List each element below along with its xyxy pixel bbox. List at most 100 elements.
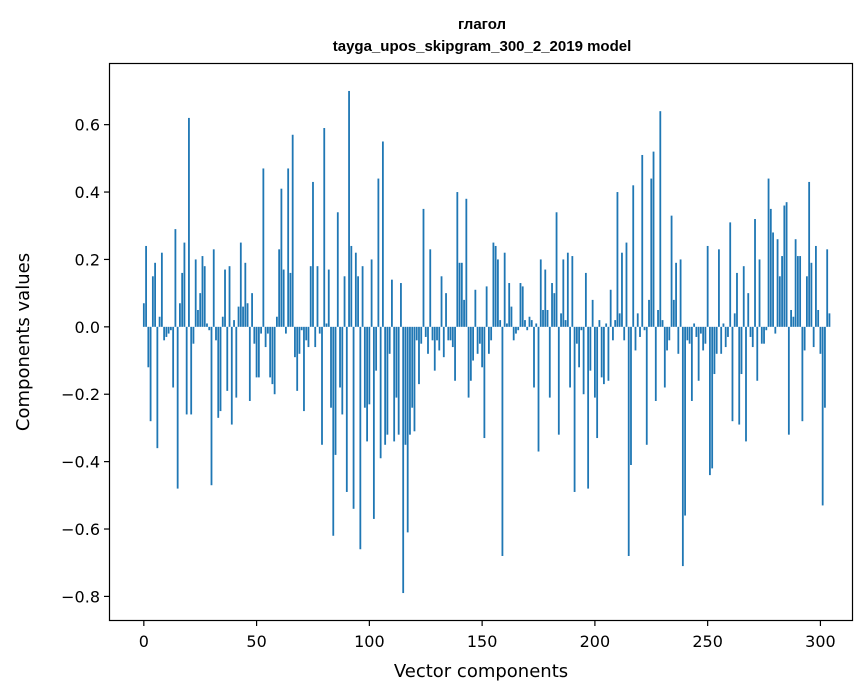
bar [436,326,438,341]
bar [616,192,619,327]
bar [330,326,332,408]
bar [783,205,786,327]
bar [359,326,362,550]
bar [657,309,659,327]
bar [492,242,495,327]
bar [727,326,729,337]
bar [318,326,321,334]
bar [781,256,783,327]
bar [560,313,562,327]
bar [352,326,355,509]
bar [294,326,296,358]
bar [699,326,702,334]
bar [501,326,504,556]
bar [336,212,339,327]
bar [695,326,698,337]
bar [212,249,215,327]
bar [266,326,269,334]
bar [625,242,628,327]
bar [697,326,700,381]
bar [372,326,375,519]
bar [262,168,265,327]
bar [269,326,272,378]
bar [433,326,436,371]
bar [215,326,217,341]
bar [298,326,301,354]
bar [296,326,299,391]
bar [508,283,511,327]
bar [248,326,251,401]
bar [257,326,260,378]
bar [776,239,779,327]
bar [487,326,490,354]
bar [370,259,373,327]
bar [571,256,574,327]
bar [327,269,330,327]
bar [307,326,310,348]
bar [179,303,181,327]
bar [230,326,233,425]
bar [183,242,186,327]
bar [185,326,188,415]
bar [314,326,317,348]
bar [799,256,802,327]
bar [690,326,693,401]
x-tick-label: 150 [467,632,498,651]
plot-frame [108,62,854,622]
bar [566,252,569,327]
y-tick-label: −0.6 [61,520,100,539]
bar [544,269,547,327]
y-tick-label: 0.6 [75,116,100,135]
bar [199,293,202,327]
y-tick-label: 0.0 [75,318,100,337]
bar [413,326,416,432]
bar [684,326,686,516]
bar [510,306,513,327]
bar [278,249,281,327]
bar [289,272,292,327]
bar [679,259,682,327]
bar [174,229,177,327]
bar [598,320,601,327]
bar [551,283,553,327]
bar [393,326,396,442]
bar [451,326,454,348]
bar [400,283,402,327]
bar [794,239,797,327]
bar [188,117,190,327]
bar [801,326,804,422]
bar [756,326,759,381]
bar [729,222,732,327]
bar [654,326,657,401]
bar [460,262,463,327]
bar [591,299,594,327]
bar [147,326,150,368]
bar [810,262,813,327]
bar [246,303,249,327]
bar [605,323,608,327]
bar [287,168,290,327]
bar [663,326,666,388]
bar [709,326,711,476]
bar [210,326,213,486]
bar [483,326,486,439]
bar [686,326,689,341]
bar [309,266,312,327]
bar [600,326,603,378]
bar [677,326,680,354]
bar [208,326,211,331]
bar [303,326,305,412]
bar [239,242,242,327]
bar [366,326,368,442]
bar [145,245,147,327]
bar [612,326,614,341]
bar [575,326,578,344]
bar [255,326,258,378]
bar [742,266,745,327]
bar [661,320,664,327]
y-axis-label: Components values [13,253,34,431]
bar [201,256,204,327]
bar [203,266,206,327]
bar [368,326,371,405]
